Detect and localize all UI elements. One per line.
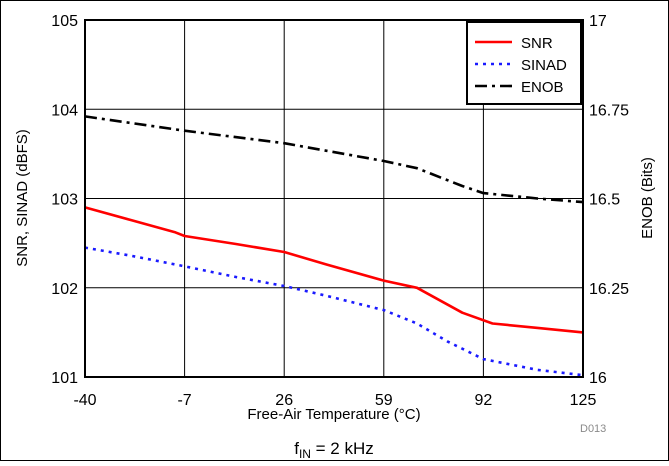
y-tick-label-right: 16.75 <box>589 102 629 119</box>
y-tick-label-right: 16.5 <box>589 192 620 209</box>
y-tick-label-right: 17 <box>589 13 607 30</box>
x-tick-labels: -40 -7 26 59 92 125 <box>73 392 596 409</box>
y-tick-labels-left: 101 102 103 104 105 <box>51 13 78 387</box>
legend-label-snr: SNR <box>521 35 553 52</box>
legend-label-enob: ENOB <box>521 79 564 96</box>
series-line-sinad <box>84 246 584 377</box>
y-axis-title-left: SNR, SINAD (dBFS) <box>14 129 31 267</box>
x-tick-label: 26 <box>275 392 293 409</box>
y-axis-title-right: ENOB (Bits) <box>639 157 656 239</box>
caption-rest: = 2 kHz <box>311 439 374 458</box>
plot-border <box>84 19 584 378</box>
figure-code: D013 <box>580 423 606 435</box>
x-tick-label: 125 <box>570 392 597 409</box>
y-tick-label-right: 16.25 <box>589 281 629 298</box>
series-line-enob <box>84 115 584 204</box>
x-tick-label: 92 <box>475 392 493 409</box>
caption-subscript: IN <box>299 447 311 461</box>
y-tick-label-right: 16 <box>589 370 607 387</box>
legend-label-sinad: SINAD <box>521 57 567 74</box>
y-tick-label-left: 102 <box>51 281 78 298</box>
series-line-snr <box>84 206 584 334</box>
x-tick-label: -7 <box>177 392 191 409</box>
grid-lines <box>85 20 583 377</box>
caption-f: f <box>294 439 299 458</box>
legend: SNR SINAD ENOB <box>466 21 582 105</box>
y-tick-label-left: 103 <box>51 192 78 209</box>
x-axis-title: Free-Air Temperature (°C) <box>247 406 420 423</box>
y-tick-label-left: 105 <box>51 13 78 30</box>
y-tick-label-left: 104 <box>51 102 78 119</box>
series-layer <box>84 115 584 377</box>
y-tick-labels-right: 16 16.25 16.5 16.75 17 <box>589 13 629 387</box>
x-tick-label: -40 <box>73 392 96 409</box>
x-tick-label: 59 <box>375 392 393 409</box>
y-tick-label-left: 101 <box>51 370 78 387</box>
caption: fIN = 2 kHz <box>294 439 374 461</box>
